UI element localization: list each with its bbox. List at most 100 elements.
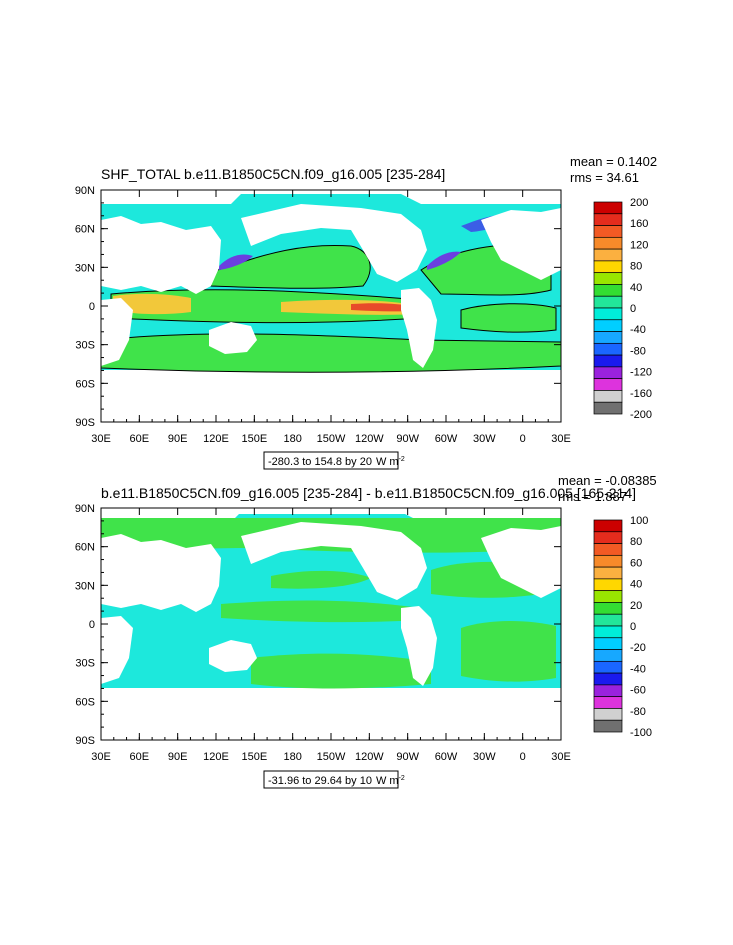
panel-2-colorbar-label: -60 bbox=[630, 685, 646, 697]
panel-2-x-tick-label: 180 bbox=[283, 751, 301, 763]
panel-1-colorbar-swatch bbox=[593, 331, 623, 344]
panel-2-colorbar-label: -40 bbox=[630, 663, 646, 675]
panel-1-colorbar-swatch bbox=[593, 295, 623, 309]
panel-2-y-tick-label: 90N bbox=[75, 503, 95, 515]
panel-2-colorbar-swatch bbox=[593, 684, 623, 698]
panel-2-colorbar-label: 40 bbox=[630, 579, 642, 591]
panel-1-colorbar-swatch bbox=[593, 378, 623, 391]
panel-2-x-tick-label: 30E bbox=[551, 751, 571, 763]
panel-2-band-south-atlantic bbox=[461, 621, 556, 682]
panel-1-y-tick-label: 90N bbox=[75, 185, 95, 197]
panel-1-colorbar-label: 120 bbox=[630, 239, 648, 251]
panel-2-colorbar-swatch bbox=[593, 719, 623, 733]
panel-2-colorbar-swatch bbox=[593, 660, 623, 674]
panel-1-x-tick-label: 90W bbox=[396, 433, 419, 445]
panel-2-x-tick-label: 150E bbox=[241, 751, 267, 763]
panel-1-x-axis: 30E 60E 90E 120E 150E 180 150W 120W 90W 60W 30W 0 30… bbox=[91, 190, 571, 445]
panel-2-x-tick-label: 90W bbox=[396, 751, 419, 763]
panel-1-colorbar-swatch bbox=[593, 354, 623, 368]
panel-1-colorbar-label: -40 bbox=[630, 324, 646, 336]
panel-2-y-tick-label: 60S bbox=[75, 696, 95, 708]
panel-1-band-south-atlantic bbox=[460, 303, 557, 333]
panel-1: SHF_TOTAL b.e11.B1850C5CN.f09_g16.005 [2… bbox=[75, 154, 657, 470]
panel-2-colorbar-swatch bbox=[593, 696, 623, 709]
panel-2-colorbar-swatch bbox=[593, 519, 623, 533]
panel-1-west-warm bbox=[113, 293, 191, 315]
panel-2-colorbar-swatch bbox=[593, 708, 623, 721]
panel-1-range-text: -280.3 to 154.8 by 20 W m-2 bbox=[268, 456, 405, 468]
panel-2-colorbar-swatch bbox=[593, 543, 623, 556]
panel-2-range-text: -31.96 to 29.64 by 10 W m-2 bbox=[268, 775, 405, 787]
panel-2-colorbar-swatch bbox=[593, 578, 623, 592]
panel-1-colorbar-label: -160 bbox=[630, 388, 652, 400]
panel-2-colorbar-label: -20 bbox=[630, 642, 646, 654]
panel-2-x-tick-label: 120E bbox=[203, 751, 229, 763]
panel-1-x-tick-label: 90E bbox=[168, 433, 188, 445]
panel-1-colorbar-label: -80 bbox=[630, 345, 646, 357]
panel-2-colorbar-label: 100 bbox=[630, 515, 648, 527]
panel-1-mean: mean = 0.1402 bbox=[570, 154, 657, 169]
panel-2-band-north-pacific bbox=[271, 570, 371, 589]
panel-1-colorbar-swatch bbox=[593, 401, 623, 415]
panel-2-colorbar-label: 80 bbox=[630, 536, 642, 548]
panel-2-x-tick-label: 0 bbox=[520, 751, 526, 763]
panel-2-colorbar-swatch bbox=[593, 613, 623, 627]
panel-2-y-tick-label: 30N bbox=[75, 580, 95, 592]
panel-2-y-tick-label: 90S bbox=[75, 735, 95, 747]
panel-2-band-south bbox=[251, 653, 431, 689]
panel-1-map bbox=[100, 189, 562, 423]
panel-1-x-tick-label: 150E bbox=[241, 433, 267, 445]
panel-2-y-tick-label: 60N bbox=[75, 542, 95, 554]
panel-1-rms: rms = 34.61 bbox=[570, 170, 639, 185]
panel-2-colorbar-label: -100 bbox=[630, 727, 652, 739]
panel-1-x-tick-label: 180 bbox=[283, 433, 301, 445]
panel-2-title: b.e11.B1850C5CN.f09_g16.005 [235-284] - … bbox=[101, 485, 636, 501]
panel-1-title: SHF_TOTAL b.e11.B1850C5CN.f09_g16.005 [2… bbox=[101, 166, 445, 182]
panel-2-colorbar-label: 20 bbox=[630, 600, 642, 612]
panel-1-colorbar-swatch bbox=[593, 213, 623, 226]
panel-2-x-tick-label: 150W bbox=[317, 751, 346, 763]
panel-1-y-tick-label: 60N bbox=[75, 224, 95, 236]
panel-1-colorbar-swatch bbox=[593, 284, 623, 297]
panel-1-x-tick-label: 0 bbox=[520, 433, 526, 445]
panel-1-colorbar-label: -120 bbox=[630, 367, 652, 379]
panel-1-kuroshio bbox=[219, 254, 253, 270]
panel-2-y-tick-label: 0 bbox=[89, 619, 95, 631]
panel-2-x-tick-label: 30E bbox=[91, 751, 111, 763]
panel-1-band-north-pacific bbox=[210, 244, 371, 289]
panel-2-map bbox=[100, 507, 562, 741]
panel-2-x-tick-label: 120W bbox=[355, 751, 384, 763]
panel-1-colorbar-swatch bbox=[593, 248, 623, 262]
panel-1-x-tick-label: 30E bbox=[551, 433, 571, 445]
panel-1-y-tick-label: 0 bbox=[89, 301, 95, 313]
panel-2-colorbar-label: 0 bbox=[630, 621, 636, 633]
panel-1-x-tick-label: 30E bbox=[91, 433, 111, 445]
panel-1-x-tick-label: 60E bbox=[130, 433, 150, 445]
panel-1-range-box: -280.3 to 154.8 by 20 W m-2 bbox=[263, 451, 405, 470]
panel-1-colorbar-swatch bbox=[593, 260, 623, 274]
panel-2-field bbox=[101, 508, 561, 689]
panel-2-colorbar-swatch bbox=[593, 602, 623, 615]
panel-1-colorbar-swatch bbox=[593, 366, 623, 380]
panel-2-colorbar-swatch bbox=[593, 672, 623, 686]
panel-1-colorbar-swatch bbox=[593, 225, 623, 238]
panel-1-colorbar-label: 40 bbox=[630, 282, 642, 294]
panel-1-colorbar-label: 0 bbox=[630, 303, 636, 315]
panel-1-y-tick-label: 90S bbox=[75, 417, 95, 429]
panel-2-y-tick-label: 30S bbox=[75, 658, 95, 670]
panel-1-x-tick-label: 120W bbox=[355, 433, 384, 445]
panel-1-colorbar-label: -200 bbox=[630, 409, 652, 421]
panel-1-colorbar-swatch bbox=[593, 319, 623, 332]
panel-2-x-tick-label: 60W bbox=[435, 751, 458, 763]
panel-1-x-tick-label: 30W bbox=[473, 433, 496, 445]
panel-1-y-axis: 90N 60N 30N 0 30S 60S 90S bbox=[75, 185, 561, 429]
panel-1-colorbar-swatch bbox=[593, 236, 623, 250]
panel-1-land bbox=[101, 204, 561, 368]
panel-1-y-tick-label: 60S bbox=[75, 378, 95, 390]
panel-2-colorbar-swatch bbox=[593, 531, 623, 544]
panel-1-colorbar-swatch bbox=[593, 342, 623, 356]
panel-1-colorbar-swatch bbox=[593, 201, 623, 215]
panel-1-x-tick-label: 60W bbox=[435, 433, 458, 445]
panel-2-colorbar-label: -80 bbox=[630, 706, 646, 718]
